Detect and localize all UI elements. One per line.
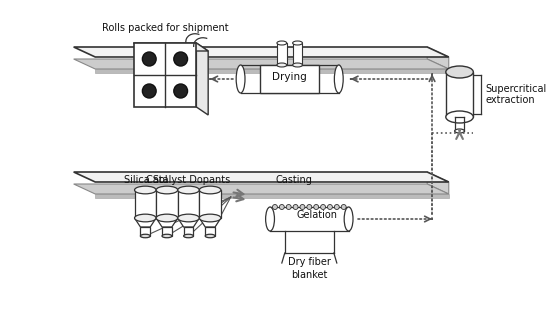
Ellipse shape [236,65,245,93]
Circle shape [321,204,325,210]
Text: Gelation: Gelation [297,210,338,220]
Text: Silica Sol: Silica Sol [124,175,167,185]
Polygon shape [95,69,449,73]
Circle shape [314,204,319,210]
Polygon shape [178,218,199,227]
Text: Casting: Casting [275,175,312,185]
Circle shape [142,52,156,66]
Circle shape [307,204,312,210]
Polygon shape [197,43,208,115]
Circle shape [142,84,156,98]
Polygon shape [156,218,178,227]
Polygon shape [74,59,449,69]
Circle shape [334,204,339,210]
Circle shape [273,204,277,210]
Ellipse shape [293,41,302,45]
Circle shape [174,52,188,66]
Polygon shape [133,43,208,51]
Ellipse shape [277,63,287,67]
Ellipse shape [178,186,199,194]
Ellipse shape [199,214,221,222]
Text: Catalyst Dopants: Catalyst Dopants [146,175,231,185]
Ellipse shape [446,66,473,78]
Circle shape [328,204,333,210]
Polygon shape [74,172,449,182]
Ellipse shape [156,186,178,194]
Ellipse shape [455,129,464,133]
Ellipse shape [134,214,156,222]
Polygon shape [184,227,193,236]
Ellipse shape [334,65,343,93]
Ellipse shape [162,234,172,238]
Ellipse shape [156,214,178,222]
Polygon shape [293,43,302,65]
Polygon shape [205,227,215,236]
Circle shape [286,204,291,210]
Ellipse shape [293,63,302,67]
Ellipse shape [446,111,473,123]
Polygon shape [162,227,172,236]
Polygon shape [277,43,287,65]
Polygon shape [74,47,449,57]
Ellipse shape [205,234,215,238]
Ellipse shape [134,186,156,194]
Ellipse shape [277,41,287,45]
Ellipse shape [141,234,150,238]
Text: Dry fiber
blanket: Dry fiber blanket [288,257,331,280]
Text: Supercritical
extraction: Supercritical extraction [485,84,547,105]
Polygon shape [427,47,449,69]
Text: Rolls packed for shipment: Rolls packed for shipment [102,23,228,33]
Ellipse shape [344,207,353,231]
Polygon shape [141,227,150,236]
Polygon shape [134,190,156,218]
Polygon shape [446,72,473,117]
Circle shape [341,204,346,210]
Ellipse shape [178,214,199,222]
Text: Drying: Drying [272,72,307,82]
Ellipse shape [199,186,221,194]
Circle shape [300,204,305,210]
Circle shape [279,204,284,210]
Polygon shape [134,218,156,227]
Circle shape [174,84,188,98]
Ellipse shape [265,207,274,231]
Circle shape [293,204,298,210]
Ellipse shape [184,234,193,238]
Polygon shape [260,65,319,93]
Polygon shape [199,218,221,227]
Polygon shape [133,43,197,107]
Polygon shape [74,184,449,194]
Polygon shape [427,172,449,194]
Polygon shape [199,190,221,218]
Polygon shape [156,190,178,218]
Polygon shape [95,194,449,198]
Polygon shape [178,190,199,218]
